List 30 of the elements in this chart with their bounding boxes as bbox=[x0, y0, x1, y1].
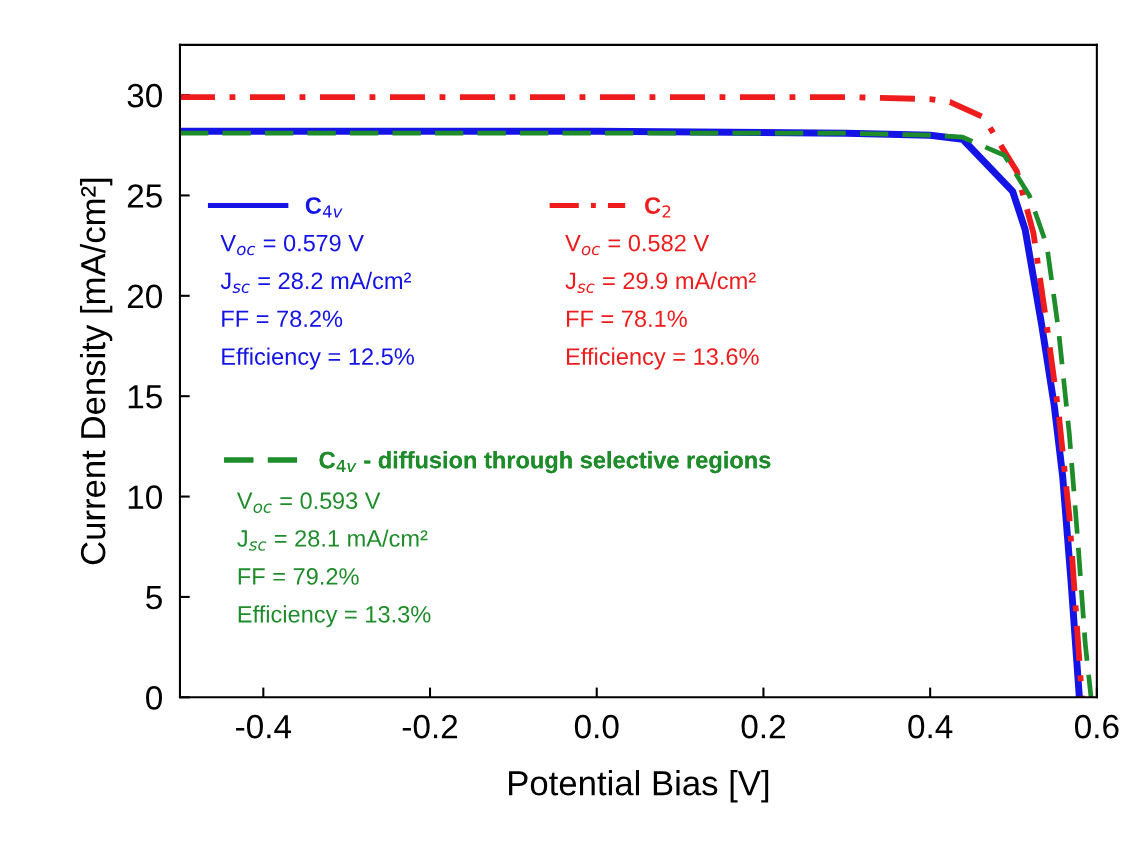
annotation: V$_{oc}$ = 0.593 V bbox=[236, 492, 381, 513]
annotation: FF = 78.2% bbox=[222, 310, 343, 328]
y-tick-label: 25 bbox=[127, 184, 162, 208]
x-tick-label: 0.0 bbox=[574, 714, 619, 739]
annotation: FF = 78.1% bbox=[566, 310, 687, 328]
annotation: J$_{sc}$ = 28.2 mA/cm² bbox=[220, 271, 411, 294]
legend-label: C$_{2}$ bbox=[645, 197, 671, 218]
legend-label: C$_{4v}$ - diffusion through selective regions bbox=[319, 451, 771, 474]
annotation: V$_{oc}$ = 0.582 V bbox=[565, 234, 710, 256]
annotation: V$_{oc}$ = 0.579 V bbox=[220, 234, 364, 256]
annotation: Efficiency = 13.6% bbox=[566, 347, 759, 370]
y-tick-label: 30 bbox=[127, 83, 162, 108]
y-axis-title: Current Density [mA/cm²] bbox=[79, 178, 113, 565]
y-tick-label: 20 bbox=[127, 284, 162, 309]
y-tick-label: 0 bbox=[146, 686, 162, 710]
legend-label: C$_{4v}$ bbox=[305, 197, 343, 218]
y-tick-label: 10 bbox=[128, 485, 162, 509]
x-tick-label: 0.6 bbox=[1074, 714, 1119, 739]
annotation: FF = 79.2% bbox=[238, 568, 359, 585]
y-tick-label: 5 bbox=[146, 586, 162, 610]
annotation: J$_{sc}$ = 29.9 mA/cm² bbox=[565, 271, 756, 294]
annotation: J$_{sc}$ = 28.1 mA/cm² bbox=[237, 529, 428, 551]
annotation: Efficiency = 12.5% bbox=[222, 347, 414, 370]
x-tick-label: -0.2 bbox=[402, 714, 458, 739]
x-axis-title: Potential Bias [V] bbox=[509, 770, 769, 803]
y-tick-label: 15 bbox=[128, 385, 162, 409]
x-tick-label: -0.4 bbox=[236, 714, 292, 739]
x-tick-label: 0.2 bbox=[741, 714, 785, 739]
annotation: Efficiency = 13.3% bbox=[238, 605, 431, 628]
x-tick-label: 0.4 bbox=[908, 714, 953, 739]
